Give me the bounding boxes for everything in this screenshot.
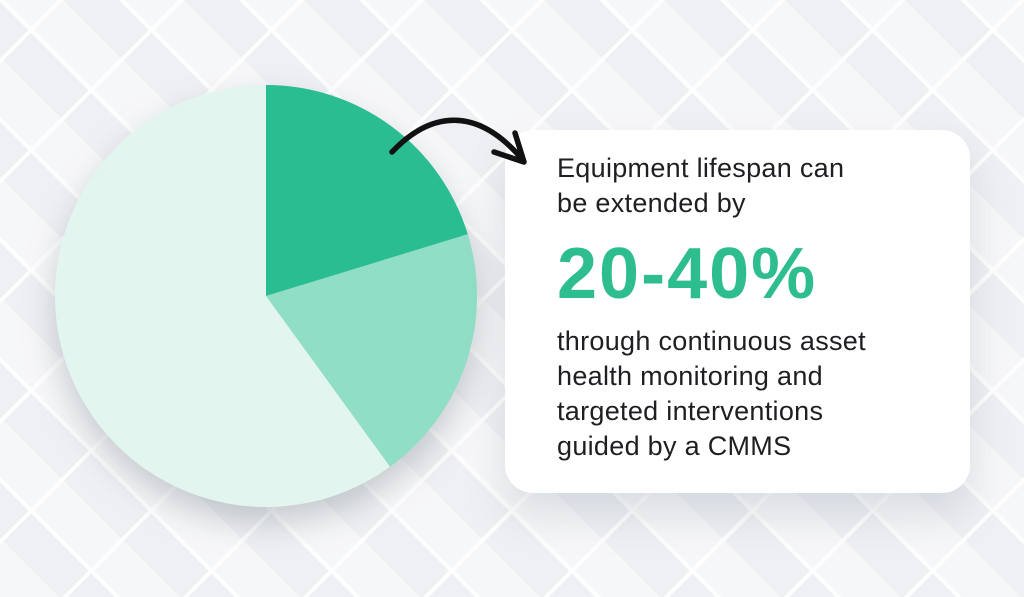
callout-lead-text: Equipment lifespan can be extended by: [557, 151, 940, 221]
body-line-2: health monitoring and: [557, 361, 823, 391]
callout-card: Equipment lifespan can be extended by 20…: [505, 130, 970, 493]
body-line-4: guided by a CMMS: [557, 431, 792, 461]
lead-line-1: Equipment lifespan can: [557, 153, 845, 183]
body-line-3: targeted interventions: [557, 396, 824, 426]
body-line-1: through continuous asset: [557, 326, 866, 356]
lead-line-2: be extended by: [557, 188, 746, 218]
stat-value: 20-40%: [557, 234, 818, 314]
callout-body-text: through continuous asset health monitori…: [557, 324, 940, 464]
pie-slice-secondary: [266, 234, 478, 467]
pie-slice-remainder: [54, 85, 390, 507]
pie-slice-highlighted: [266, 85, 468, 296]
